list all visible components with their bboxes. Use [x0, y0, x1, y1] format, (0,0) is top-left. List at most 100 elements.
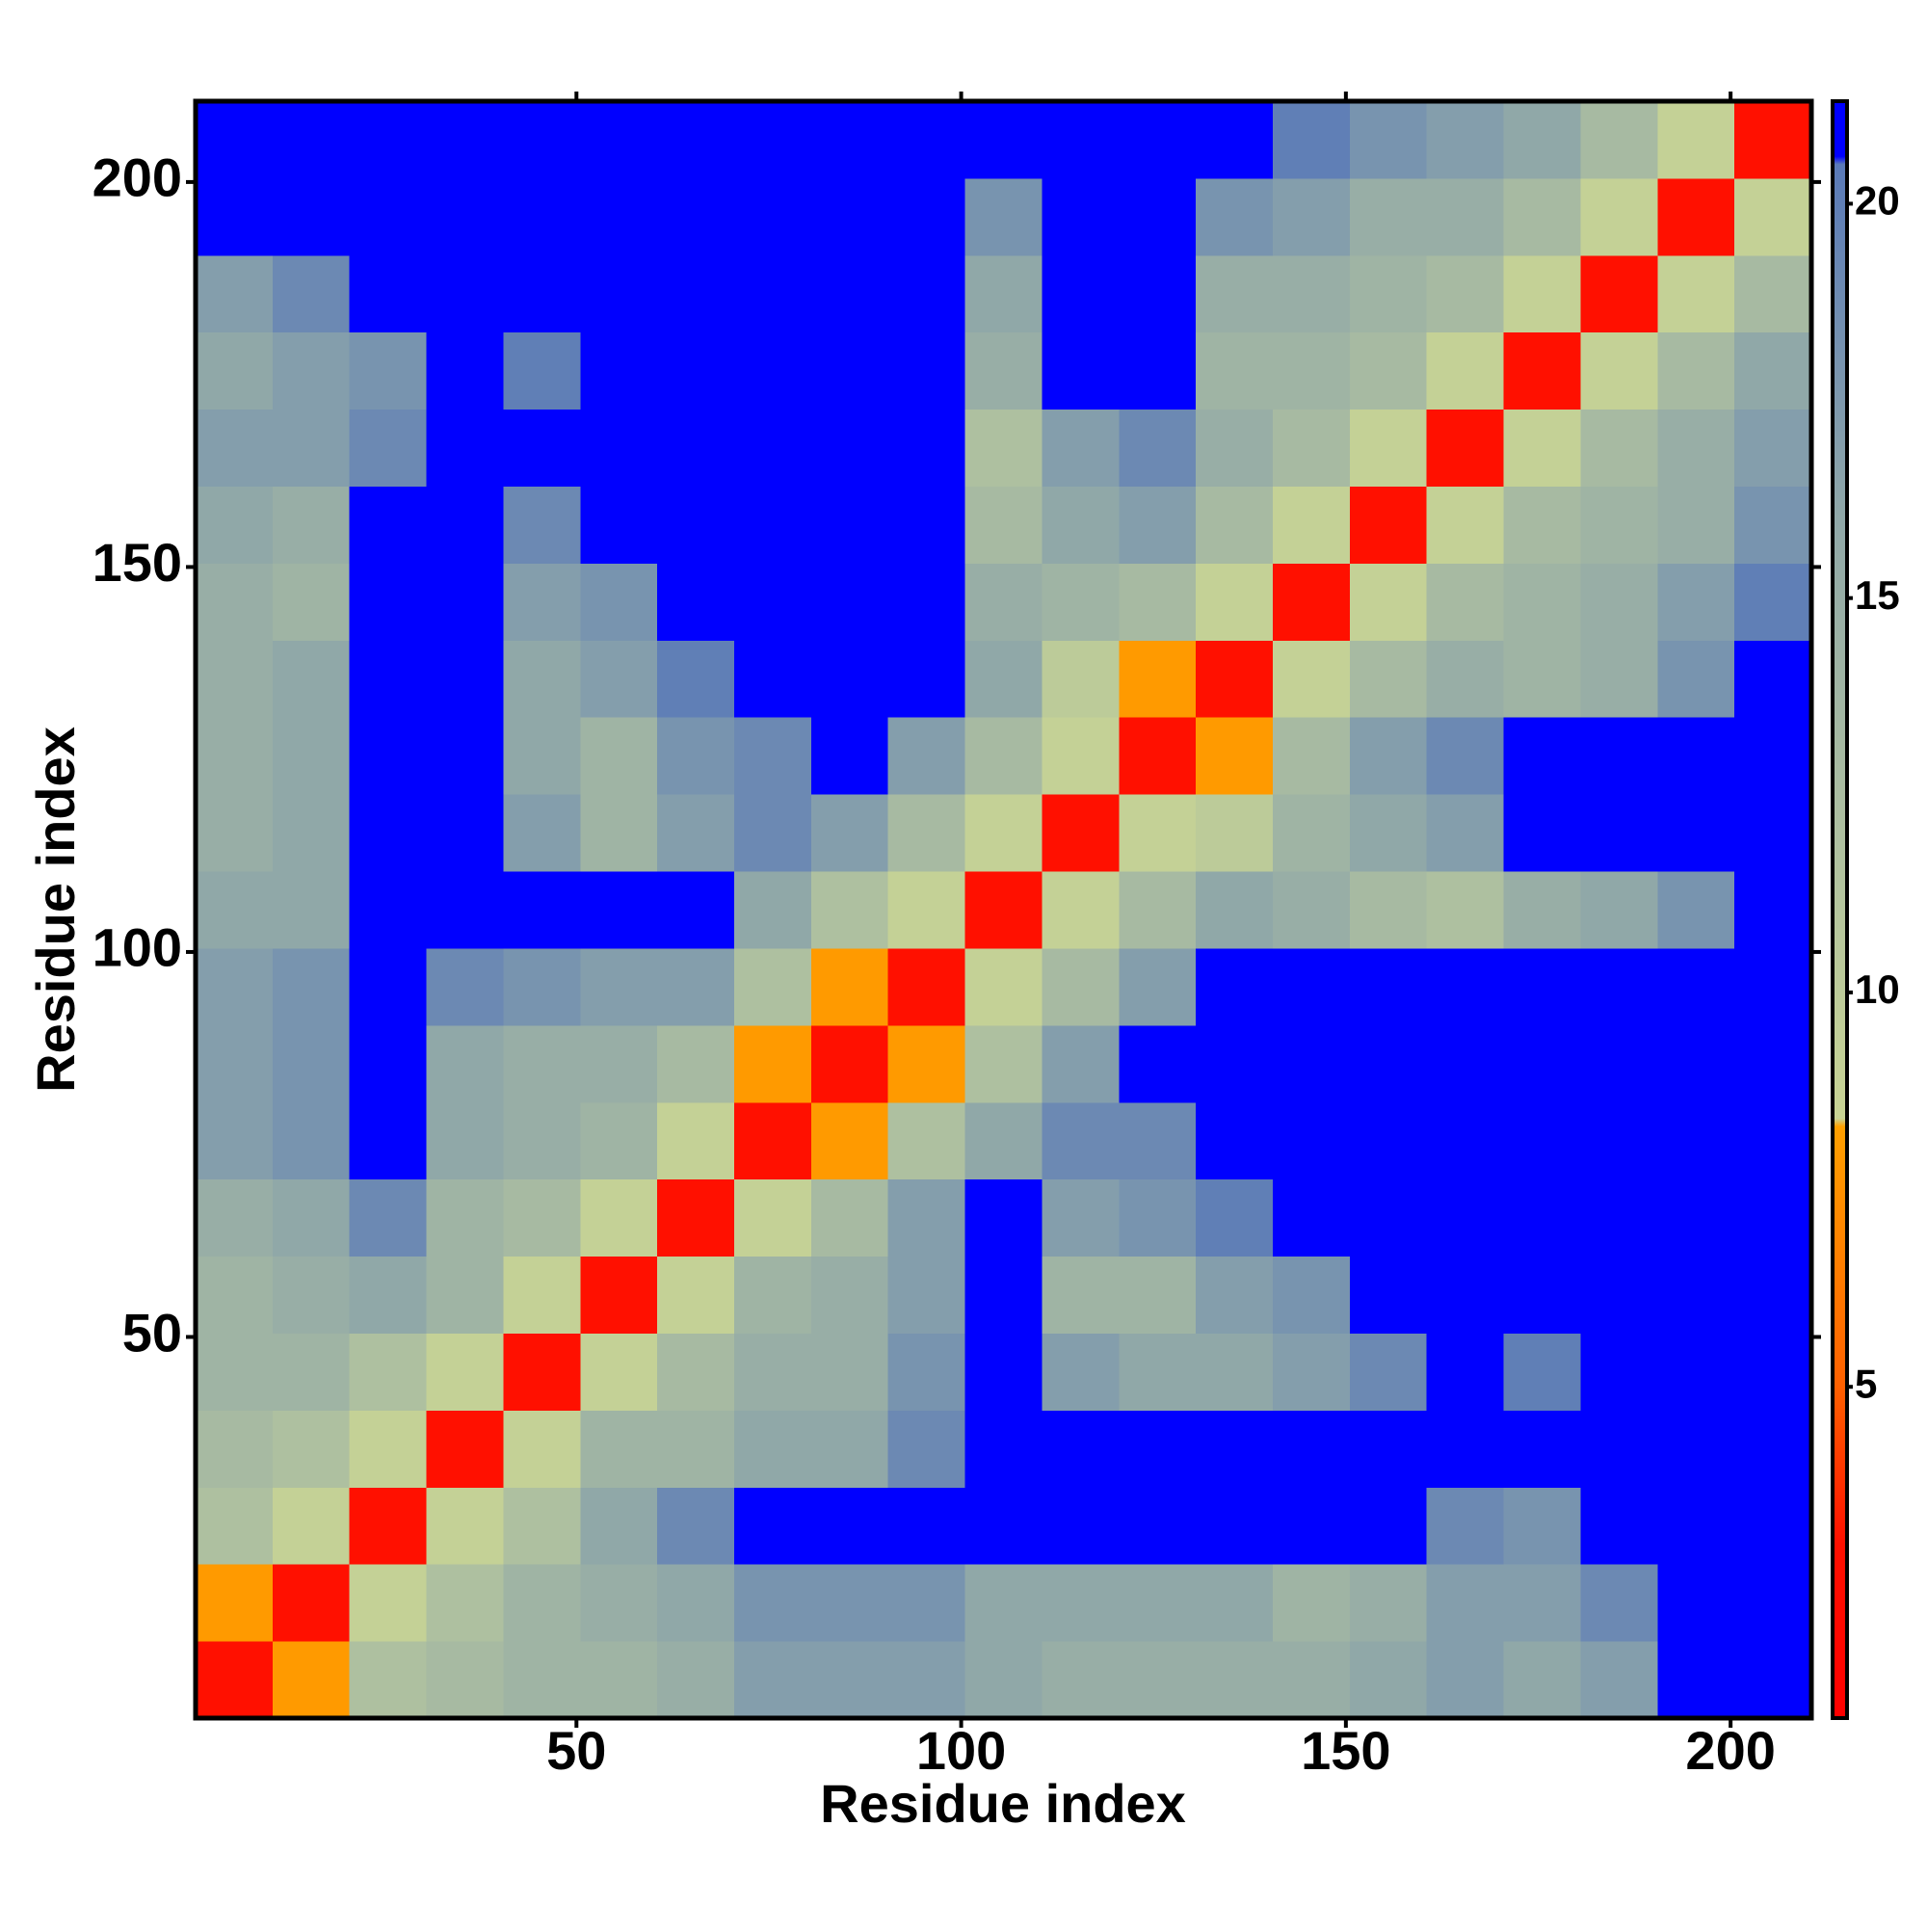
heatmap-cell	[1119, 1256, 1197, 1334]
heatmap-cell	[1426, 409, 1505, 488]
heatmap-cell	[1734, 947, 1812, 1026]
heatmap-cell	[196, 486, 274, 564]
heatmap-cell	[734, 254, 812, 333]
heatmap-cell	[1042, 640, 1120, 718]
heatmap-cell	[887, 331, 966, 410]
heatmap-cell	[272, 101, 351, 179]
heatmap-cell	[964, 486, 1043, 564]
heatmap-cell	[503, 486, 581, 564]
heatmap-cell	[272, 1101, 351, 1180]
heatmap-cell	[1119, 1487, 1197, 1565]
heatmap-cell	[1503, 1178, 1581, 1257]
heatmap-cell	[503, 1410, 581, 1488]
heatmap-cell	[1580, 947, 1658, 1026]
heatmap-cell	[657, 1101, 735, 1180]
heatmap-cell	[349, 486, 428, 564]
heatmap-cell	[1119, 1410, 1197, 1488]
heatmap-cell	[1196, 1564, 1274, 1642]
heatmap-cell	[964, 1410, 1043, 1488]
heatmap-cell	[1119, 254, 1197, 333]
heatmap-cell	[964, 254, 1043, 333]
heatmap-cell	[1734, 1024, 1812, 1103]
heatmap-cell	[1196, 1101, 1274, 1180]
y-tick-label: 50	[122, 1302, 182, 1363]
heatmap-cell	[1042, 177, 1120, 256]
heatmap-cell	[1042, 947, 1120, 1026]
heatmap-cell	[1503, 1564, 1581, 1642]
heatmap-cell	[1042, 1256, 1120, 1334]
heatmap-cell	[349, 794, 428, 872]
heatmap-cell	[1734, 101, 1812, 179]
heatmap-cell	[1042, 1641, 1120, 1719]
heatmap-cell	[1426, 1024, 1505, 1103]
heatmap-cell	[426, 717, 504, 795]
heatmap-cell	[1273, 177, 1351, 256]
heatmap-cell	[1042, 254, 1120, 333]
heatmap-cell	[810, 563, 889, 641]
heatmap-cell	[196, 1101, 274, 1180]
heatmap-cell	[196, 177, 274, 256]
heatmap-cell	[196, 717, 274, 795]
heatmap-cell	[426, 1101, 504, 1180]
heatmap-cell	[1503, 871, 1581, 949]
heatmap-cell	[349, 1410, 428, 1488]
heatmap-cell	[1273, 409, 1351, 488]
heatmap-cell	[657, 1487, 735, 1565]
heatmap-cell	[1503, 1101, 1581, 1180]
y-tick-label: 150	[92, 532, 182, 593]
heatmap-cell	[1349, 486, 1428, 564]
heatmap-cell	[196, 947, 274, 1026]
heatmap-cell	[1273, 1101, 1351, 1180]
heatmap-cell	[1119, 640, 1197, 718]
colorbar	[1831, 99, 1849, 1720]
heatmap-cell	[1426, 1410, 1505, 1488]
heatmap-cell	[580, 1410, 658, 1488]
heatmap-cell	[1119, 409, 1197, 488]
plot-frame	[193, 98, 1814, 1721]
heatmap-cell	[1657, 717, 1735, 795]
heatmap-cell	[1349, 1024, 1428, 1103]
heatmap-cell	[1580, 1101, 1658, 1180]
heatmap-cell	[1580, 101, 1658, 179]
heatmap-cell	[580, 1487, 658, 1565]
heatmap-cell	[196, 1256, 274, 1334]
heatmap-cell	[1734, 717, 1812, 795]
heatmap-cell	[1426, 871, 1505, 949]
heatmap-cell	[1426, 254, 1505, 333]
x-tick-label: 50	[546, 1720, 606, 1781]
heatmap-cell	[1503, 640, 1581, 718]
heatmap-cell	[887, 1178, 966, 1257]
heatmap-cell	[503, 1178, 581, 1257]
heatmap-cell	[1580, 1564, 1658, 1642]
heatmap-cell	[426, 1410, 504, 1488]
heatmap-cell	[1042, 1178, 1120, 1257]
heatmap-cell	[1349, 871, 1428, 949]
heatmap-cell	[1119, 1564, 1197, 1642]
heatmap-cell	[810, 640, 889, 718]
heatmap-cell	[1196, 1024, 1274, 1103]
heatmap-cell	[272, 1024, 351, 1103]
heatmap-cell	[1657, 1641, 1735, 1719]
heatmap-cell	[196, 254, 274, 333]
heatmap-cell	[196, 871, 274, 949]
heatmap-cells	[196, 101, 1812, 1719]
heatmap-cell	[734, 101, 812, 179]
heatmap-cell	[349, 1101, 428, 1180]
heatmap-cell	[1657, 563, 1735, 641]
heatmap-cell	[1273, 947, 1351, 1026]
heatmap-cell	[1657, 177, 1735, 256]
heatmap-cell	[887, 177, 966, 256]
heatmap-cell	[734, 871, 812, 949]
heatmap-cell	[1042, 409, 1120, 488]
heatmap-cell	[657, 794, 735, 872]
heatmap-cell	[1349, 1101, 1428, 1180]
heatmap-cell	[196, 1178, 274, 1257]
heatmap-cell	[426, 486, 504, 564]
heatmap-cell	[1503, 409, 1581, 488]
heatmap-cell	[1580, 1641, 1658, 1719]
heatmap-cell	[1273, 1178, 1351, 1257]
heatmap-cell	[503, 1487, 581, 1565]
heatmap-cell	[1580, 640, 1658, 718]
heatmap-cell	[1349, 101, 1428, 179]
